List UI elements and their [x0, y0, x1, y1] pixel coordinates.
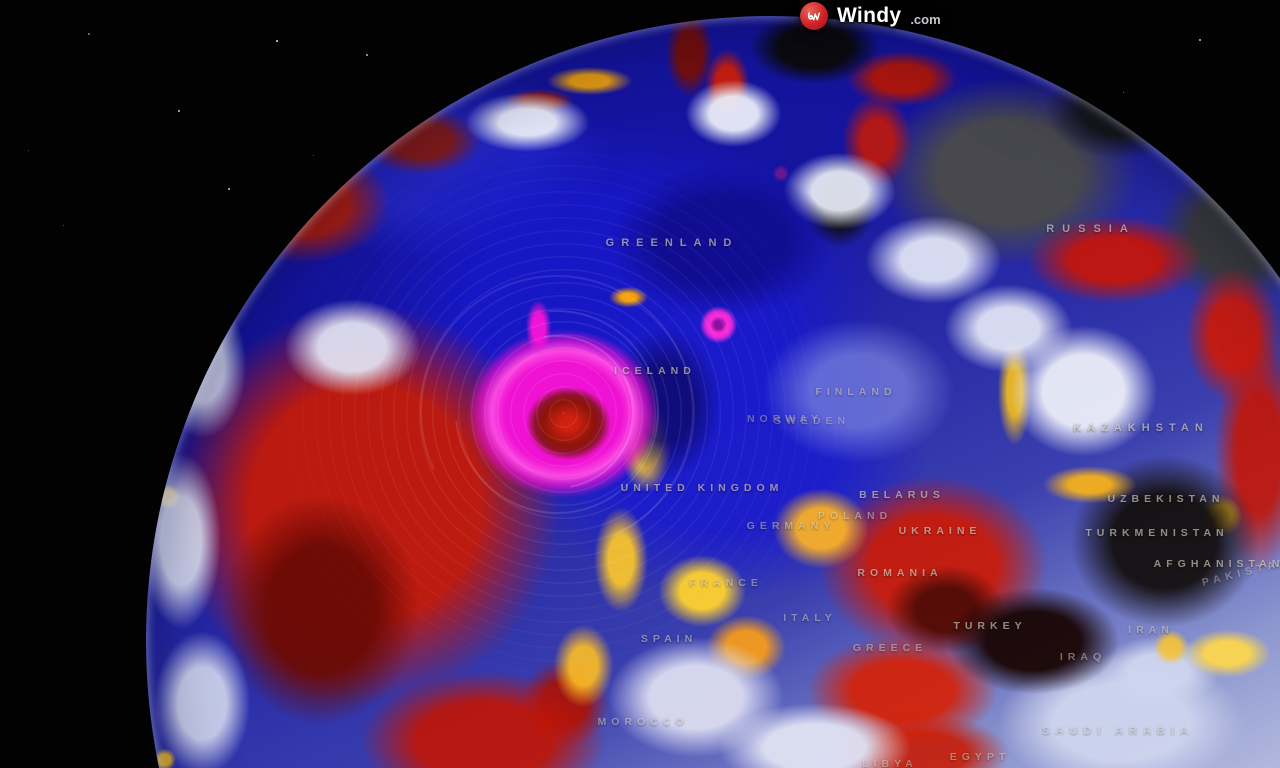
- star: [366, 54, 368, 56]
- map-label-iran: IRAN: [1128, 624, 1174, 636]
- map-label-iceland: ICELAND: [614, 365, 696, 377]
- map-label-france: FRANCE: [689, 577, 763, 589]
- map-label-ukraine: UKRAINE: [898, 525, 982, 537]
- map-label-kazakhstan: KAZAKHSTAN: [1073, 422, 1209, 434]
- windy-swirl-icon: [800, 2, 828, 30]
- map-label-afghanistan: AFGHANISTAN: [1153, 558, 1280, 570]
- map-label-italy: ITALY: [783, 612, 837, 624]
- windy-logo-suffix: .com: [910, 11, 941, 27]
- map-label-uzbekistan: UZBEKISTAN: [1107, 493, 1225, 505]
- map-label-united-kingdom: UNITED KINGDOM: [620, 482, 784, 494]
- map-label-romania: ROMANIA: [857, 567, 943, 579]
- map-label-belarus: BELARUS: [859, 489, 945, 501]
- map-label-egypt: EGYPT: [949, 751, 1011, 763]
- star: [88, 33, 90, 35]
- map-label-greenland: GREENLAND: [605, 237, 739, 249]
- map-label-norway: NORWAY: [746, 413, 824, 425]
- star: [276, 40, 278, 42]
- windy-logo[interactable]: Windy .com: [800, 2, 941, 30]
- map-label-finland: FINLAND: [815, 386, 897, 398]
- star: [28, 150, 29, 151]
- wind-streak-arc: [381, 236, 733, 588]
- star: [1199, 39, 1201, 41]
- star: [313, 155, 314, 156]
- map-label-iraq: IRAQ: [1059, 651, 1107, 663]
- map-label-spain: SPAIN: [640, 633, 698, 645]
- map-label-germany: GERMANY: [746, 520, 836, 532]
- star: [1123, 92, 1124, 93]
- map-label-poland: POLAND: [817, 510, 893, 522]
- map-label-saudi-arabia: SAUDI ARABIA: [1042, 725, 1194, 737]
- map-label-russia: RUSSIA: [1046, 223, 1136, 235]
- map-label-sweden: SWEDEN: [773, 415, 851, 427]
- wind-streak-arc: [413, 268, 701, 556]
- map-label-turkey: TURKEY: [953, 620, 1027, 632]
- temperature-anomaly-globe[interactable]: [146, 16, 1280, 768]
- map-label-morocco: MOROCCO: [597, 716, 689, 728]
- map-label-greece: GREECE: [852, 642, 928, 654]
- star: [228, 188, 230, 190]
- map-label-turkmenistan: TURKMENISTAN: [1085, 527, 1229, 539]
- windy-logo-text: Windy: [837, 4, 902, 27]
- star: [63, 225, 64, 226]
- map-label-libya: LIBYA: [862, 758, 918, 768]
- star: [178, 110, 180, 112]
